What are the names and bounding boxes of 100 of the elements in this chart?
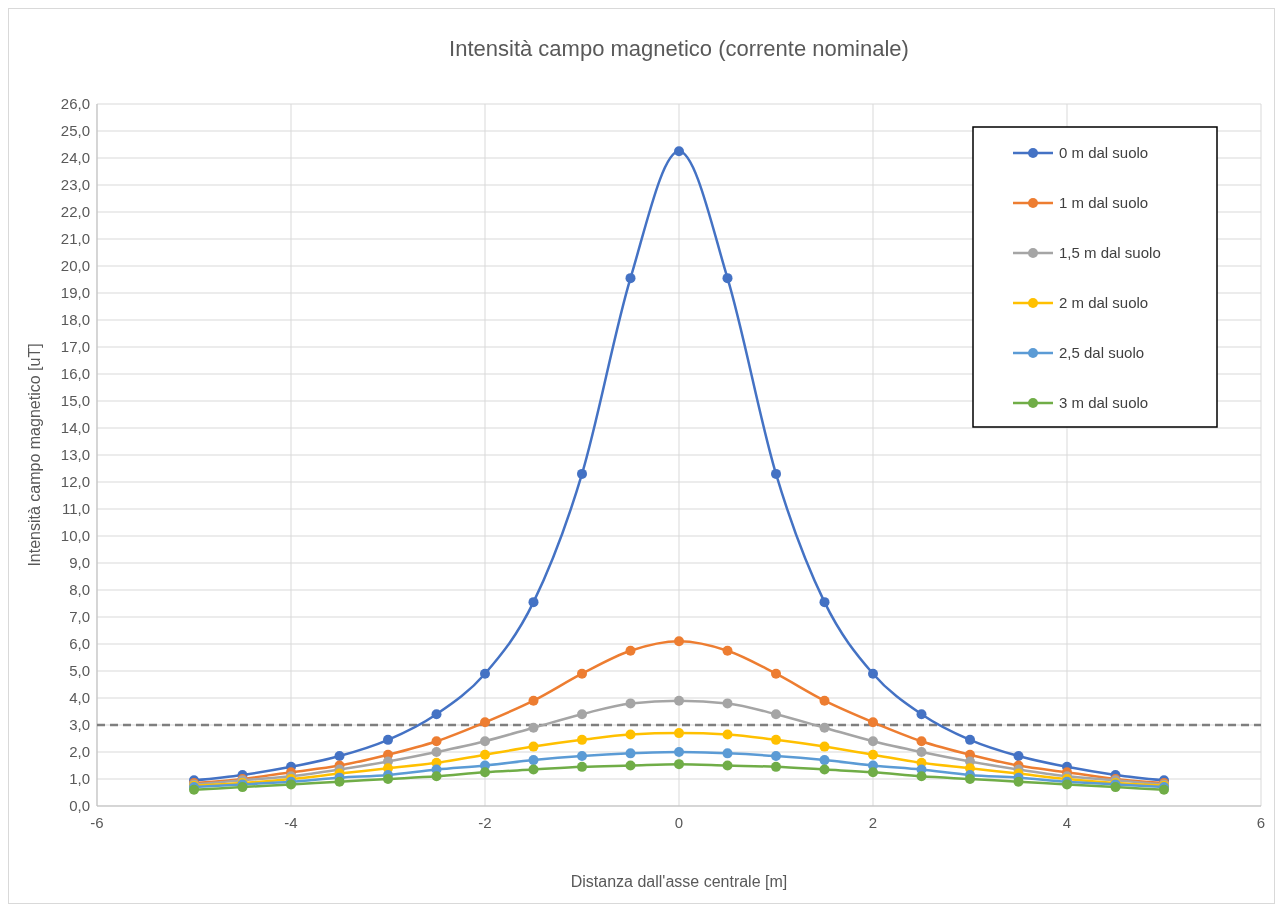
y-tick-label: 1,0 — [69, 770, 90, 788]
y-axis-title: Intensità campo magnetico [uT] — [26, 343, 43, 567]
legend-label: 0 m dal suolo — [1059, 144, 1149, 162]
point — [577, 761, 587, 772]
point — [1013, 776, 1024, 787]
legend-label: 2 m dal suolo — [1059, 294, 1149, 312]
point — [625, 698, 636, 709]
point — [528, 755, 539, 766]
point — [916, 709, 927, 720]
point — [577, 668, 587, 679]
point — [480, 749, 490, 760]
x-tick-label: -6 — [90, 814, 104, 831]
x-tick-label: 2 — [868, 814, 878, 831]
y-tick-label: 18,0 — [60, 311, 90, 329]
y-tick-label: 12,0 — [60, 473, 90, 491]
point — [674, 728, 684, 739]
y-tick-label: 11,0 — [61, 500, 90, 518]
point — [383, 734, 393, 745]
y-tick-label: 26,0 — [60, 95, 90, 113]
point — [819, 741, 830, 752]
point — [674, 146, 684, 157]
point — [528, 597, 539, 608]
point — [771, 709, 781, 720]
point — [1013, 751, 1024, 762]
point — [819, 695, 830, 706]
point — [674, 695, 684, 706]
y-tick-label: 24,0 — [60, 149, 90, 167]
point — [577, 709, 587, 720]
y-tick-label: 5,0 — [69, 662, 90, 680]
y-tick-label: 3,0 — [69, 716, 90, 734]
point — [528, 722, 539, 733]
point — [528, 741, 539, 752]
point — [722, 760, 733, 771]
point — [771, 761, 781, 772]
y-tick-label: 20,0 — [60, 257, 90, 275]
point — [674, 747, 684, 757]
point — [625, 748, 636, 759]
point — [577, 751, 587, 762]
legend-label: 2,5 dal suolo — [1059, 344, 1145, 362]
point — [528, 764, 539, 775]
point — [674, 759, 684, 770]
point — [868, 717, 878, 728]
point — [819, 597, 830, 608]
point — [722, 729, 733, 740]
point — [334, 776, 345, 787]
chart-title: Intensità campo magnetico (corrente nominale) — [449, 36, 909, 61]
point — [916, 771, 927, 782]
y-tick-label: 7,0 — [69, 608, 90, 626]
legend-label: 3 m dal suolo — [1059, 394, 1149, 412]
point — [480, 668, 490, 679]
y-tick-label: 25,0 — [60, 122, 90, 140]
y-tick-label: 10,0 — [60, 527, 90, 545]
point — [480, 717, 490, 728]
point — [722, 273, 733, 284]
y-tick-label: 6,0 — [69, 635, 90, 653]
point — [868, 736, 878, 747]
point — [528, 695, 539, 706]
y-tick-label: 22,0 — [60, 203, 90, 221]
y-tick-label: 13,0 — [60, 446, 90, 464]
y-tick-label: 16,0 — [60, 365, 90, 383]
y-tick-label: 15,0 — [60, 392, 90, 410]
legend-label: 1 m dal suolo — [1059, 194, 1149, 212]
y-tick-label: 14,0 — [60, 419, 90, 437]
point — [965, 734, 975, 745]
point — [480, 736, 490, 747]
point — [431, 771, 442, 782]
point — [722, 748, 733, 759]
point — [868, 767, 878, 778]
y-tick-label: 0,0 — [69, 797, 90, 815]
legend-label: 1,5 m dal suolo — [1059, 244, 1161, 262]
point — [674, 636, 684, 647]
point — [625, 760, 636, 771]
point — [431, 747, 442, 757]
point — [771, 468, 781, 479]
x-tick-label: 6 — [1256, 814, 1266, 831]
y-tick-label: 23,0 — [60, 176, 90, 194]
point — [480, 767, 490, 778]
y-tick-label: 21,0 — [60, 230, 90, 248]
point — [431, 736, 442, 747]
x-axis-title: Distanza dall'asse centrale [m] — [570, 873, 788, 890]
y-tick-label: 4,0 — [69, 689, 90, 707]
x-tick-label: -2 — [478, 814, 492, 831]
point — [965, 774, 975, 784]
point — [577, 468, 587, 479]
point — [625, 729, 636, 740]
point — [431, 709, 442, 720]
point — [868, 749, 878, 760]
point — [722, 645, 733, 656]
point — [819, 764, 830, 775]
point — [577, 734, 587, 745]
point — [771, 668, 781, 679]
y-tick-label: 8,0 — [69, 581, 90, 599]
point — [383, 774, 393, 784]
point — [819, 722, 830, 733]
point — [916, 736, 927, 747]
x-tick-label: 4 — [1062, 814, 1072, 831]
point — [625, 645, 636, 656]
y-tick-label: 17,0 — [60, 338, 90, 356]
point — [722, 698, 733, 709]
point — [819, 755, 830, 766]
